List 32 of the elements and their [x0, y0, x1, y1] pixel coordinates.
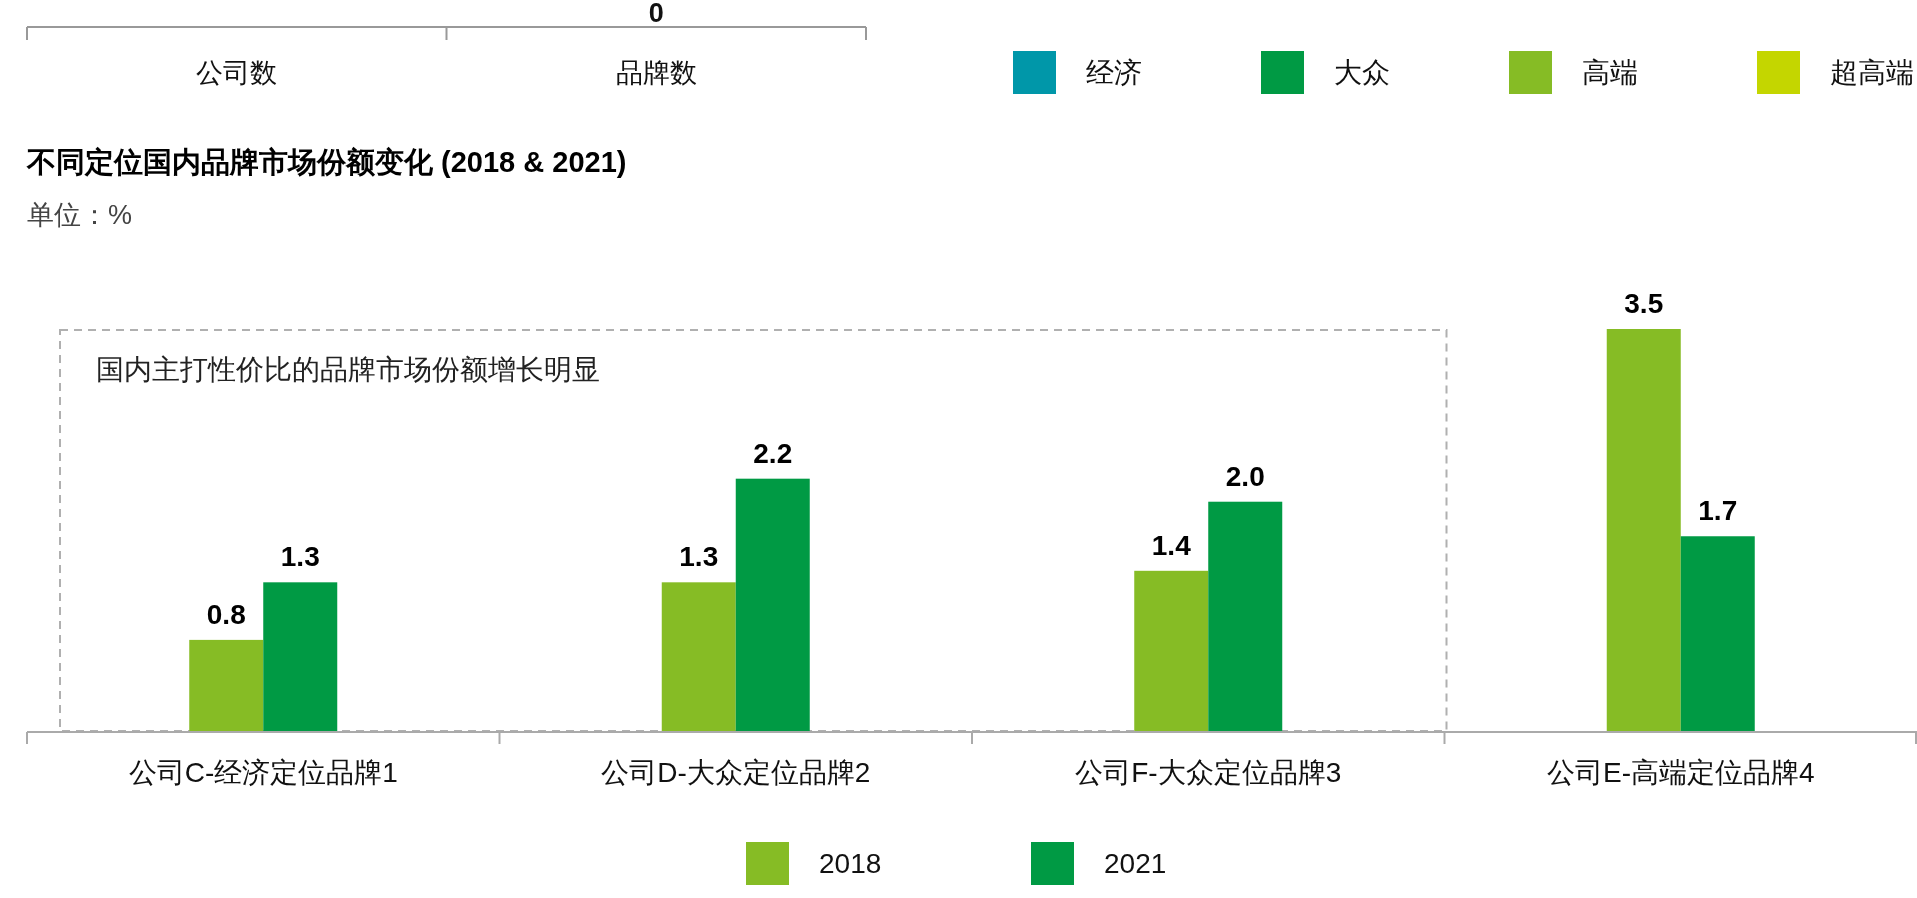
chart-title: 不同定位国内品牌市场份额变化 (2018 & 2021) [26, 146, 627, 178]
x-tick-label: 公司C-经济定位品牌1 [128, 757, 398, 788]
chart-subtitle: 单位：% [27, 200, 133, 230]
data-label: 2.0 [1225, 460, 1265, 492]
category-label: 品牌数 [615, 58, 697, 88]
data-label: 1.3 [679, 541, 719, 573]
data-label: 1.4 [1151, 529, 1192, 561]
data-label: 1.3 [280, 541, 320, 573]
data-label: 3.5 [1624, 288, 1664, 319]
legend-label: 超高端 [1830, 57, 1914, 88]
bar [263, 582, 338, 732]
legend-label: 高端 [1582, 57, 1638, 88]
bar [661, 582, 736, 732]
bar [735, 478, 810, 732]
data-label: 2.2 [753, 437, 793, 469]
category-label: 公司数 [196, 58, 278, 88]
bar [1680, 536, 1755, 732]
legend-label: 2018 [819, 848, 882, 879]
legend-label: 经济 [1086, 57, 1142, 88]
x-tick-label: 公司F-大众定位品牌3 [1075, 757, 1342, 788]
bar [1134, 570, 1209, 732]
legend-label: 大众 [1334, 57, 1390, 88]
annotation: 国内主打性价比的品牌市场份额增长明显 [96, 354, 600, 385]
legend-label: 2021 [1104, 848, 1167, 879]
data-label: 0 [648, 0, 664, 28]
data-label: 0.8 [206, 598, 246, 630]
bar [1606, 329, 1681, 732]
bar [189, 639, 264, 732]
bar [1208, 501, 1283, 732]
x-tick-label: 公司D-大众定位品牌2 [601, 757, 871, 788]
x-tick-label: 公司E-高端定位品牌4 [1546, 757, 1815, 788]
data-label: 1.7 [1698, 495, 1738, 527]
